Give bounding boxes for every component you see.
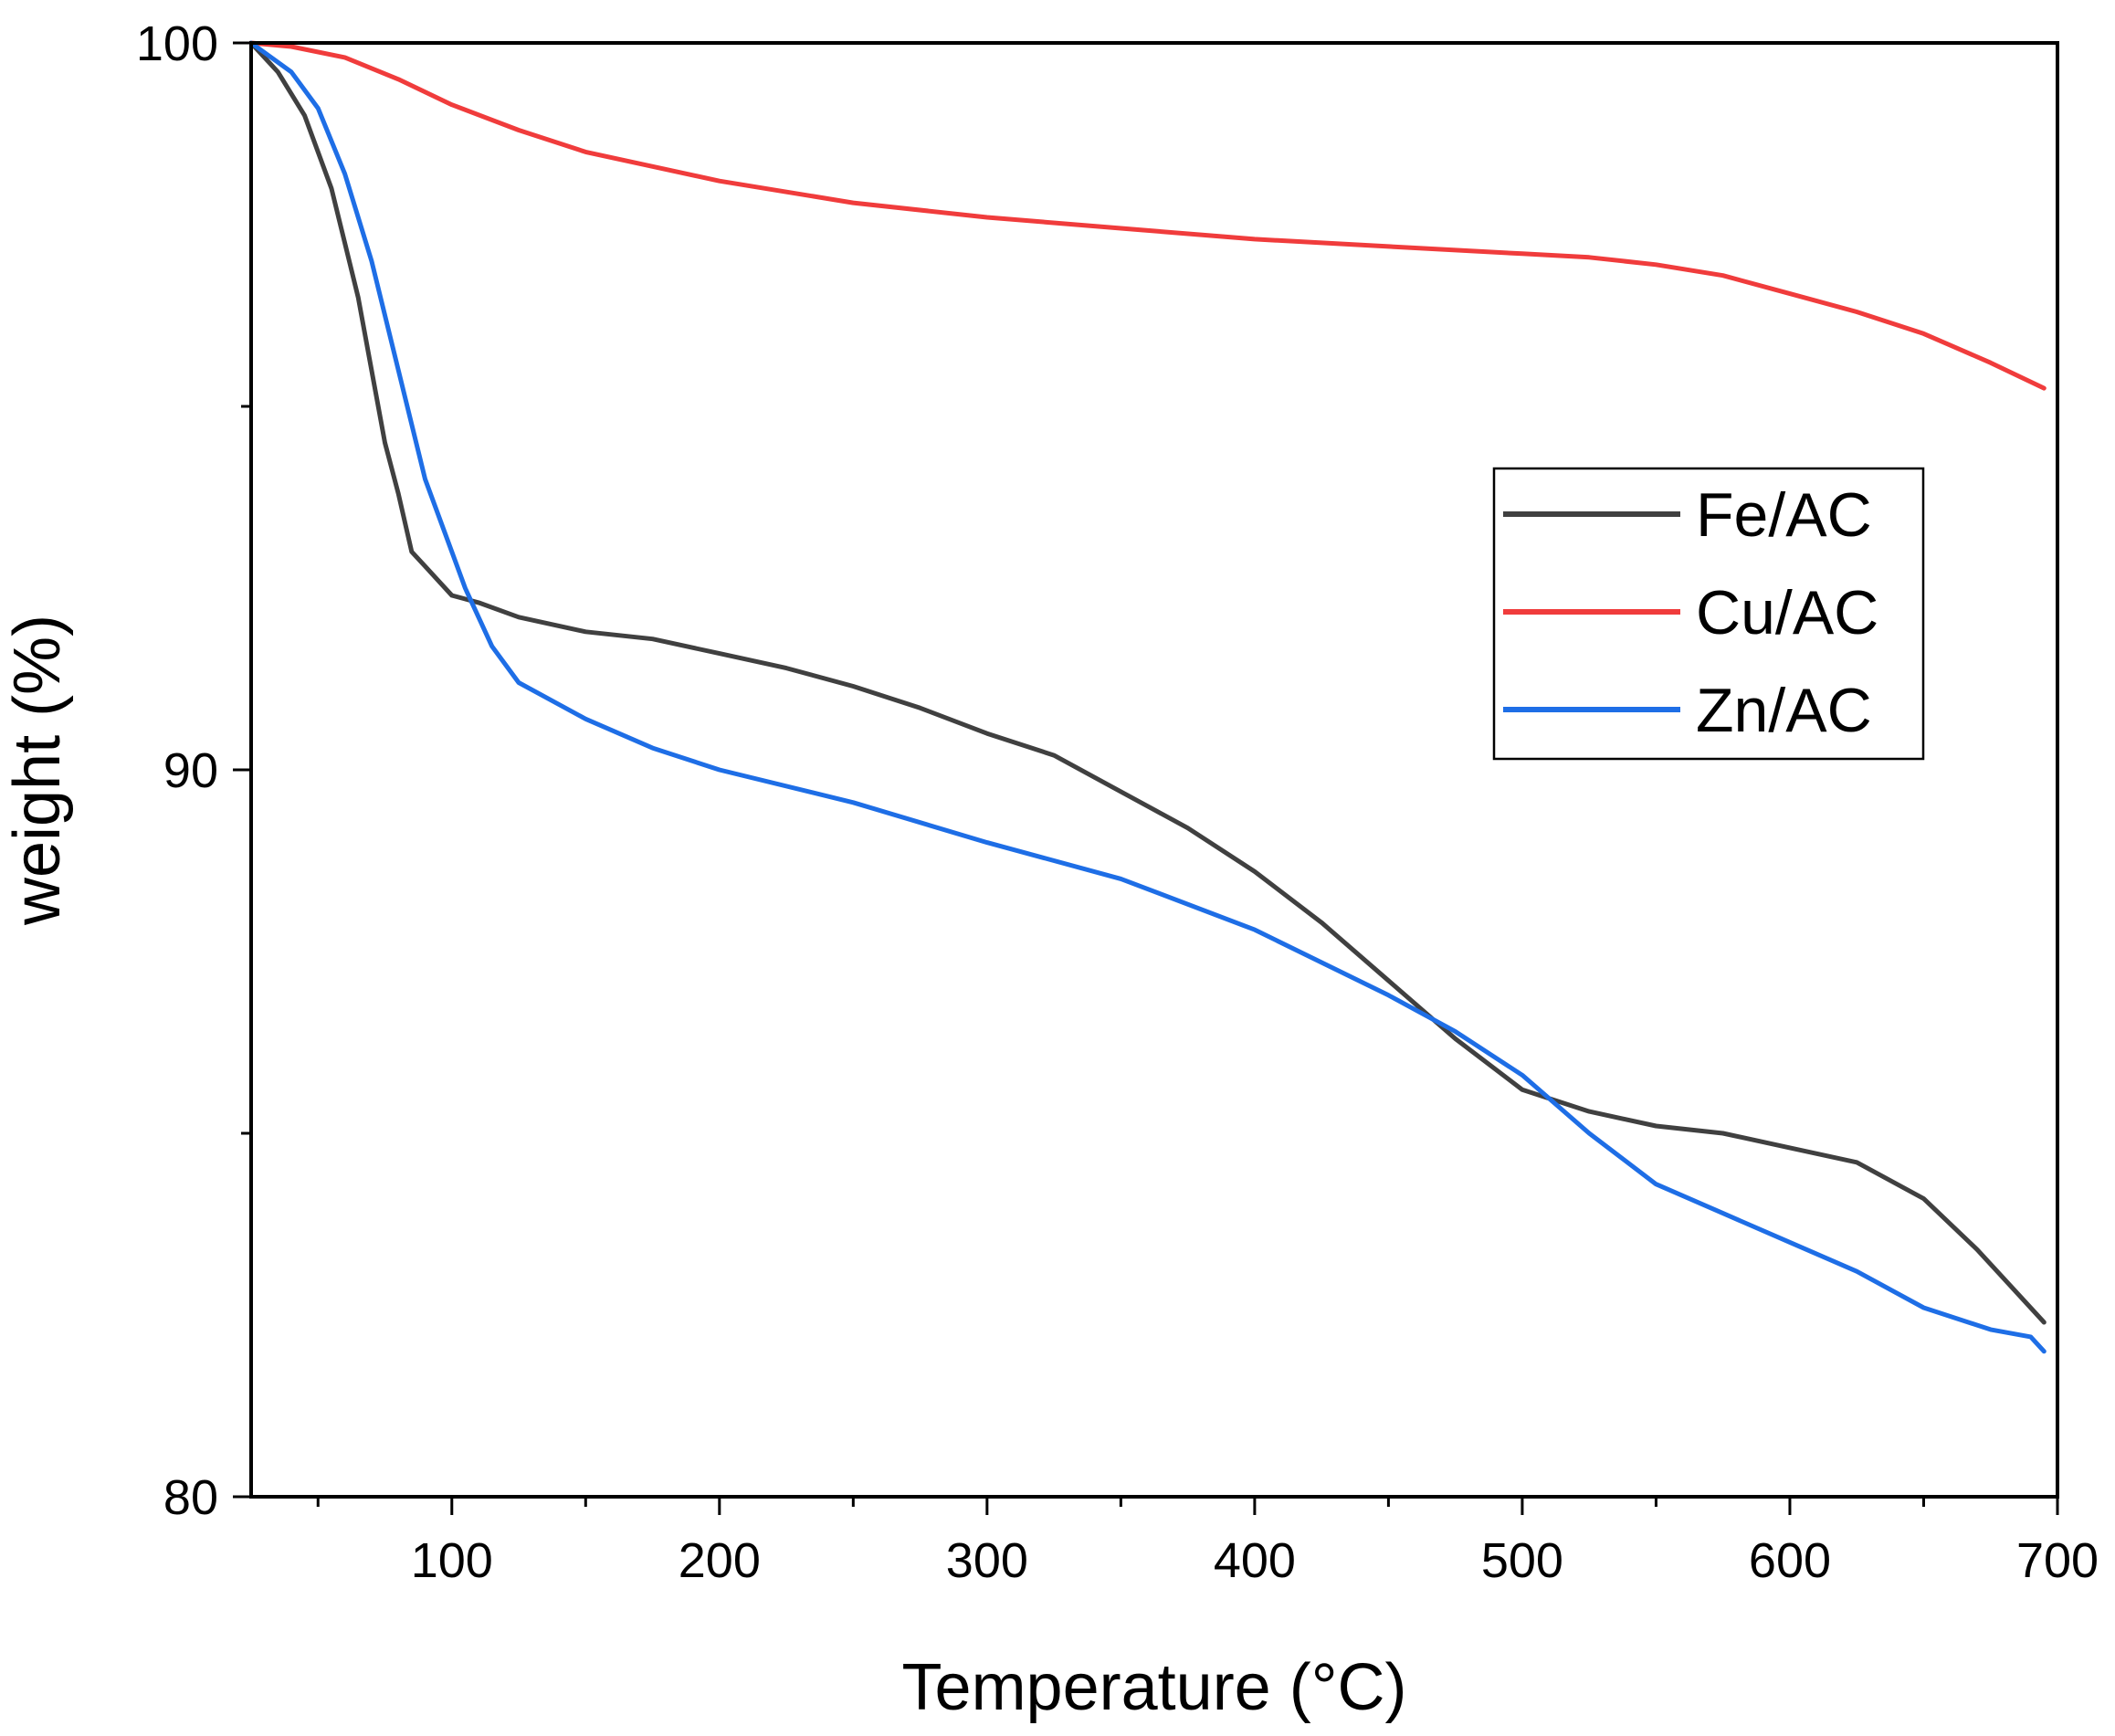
- x-tick-label: 400: [1214, 1533, 1296, 1588]
- x-tick-label: 600: [1749, 1533, 1831, 1588]
- series-line-zn-ac: [248, 40, 2047, 1354]
- series-line-fe-ac: [248, 40, 2047, 1325]
- legend-label-cu-ac: Cu/AC: [1696, 578, 1878, 647]
- x-axis-title: Temperature (°C): [902, 1651, 1407, 1724]
- y-tick-label: 90: [163, 743, 218, 798]
- x-tick-label: 300: [946, 1533, 1028, 1588]
- legend-label-zn-ac: Zn/AC: [1696, 676, 1872, 745]
- series-layer: [248, 40, 2047, 1354]
- x-tick-label: 700: [2016, 1533, 2099, 1588]
- ticks-layer: 100 200 300 400 500 600 700 80 90 100: [136, 16, 2099, 1588]
- y-tick-label: 80: [163, 1470, 218, 1525]
- x-tick-label: 200: [679, 1533, 761, 1588]
- x-tick-label: 500: [1481, 1533, 1563, 1588]
- legend-entries: Fe/AC Cu/AC Zn/AC: [1503, 480, 1878, 745]
- legend: Fe/AC Cu/AC Zn/AC: [1492, 467, 1925, 761]
- plot-frame: [249, 41, 2059, 1499]
- series-line-cu-ac: [248, 40, 2047, 391]
- x-tick-label: 100: [411, 1533, 493, 1588]
- y-axis-title: weight (%): [1, 615, 74, 926]
- y-tick-label: 100: [136, 16, 218, 71]
- legend-label-fe-ac: Fe/AC: [1696, 480, 1872, 550]
